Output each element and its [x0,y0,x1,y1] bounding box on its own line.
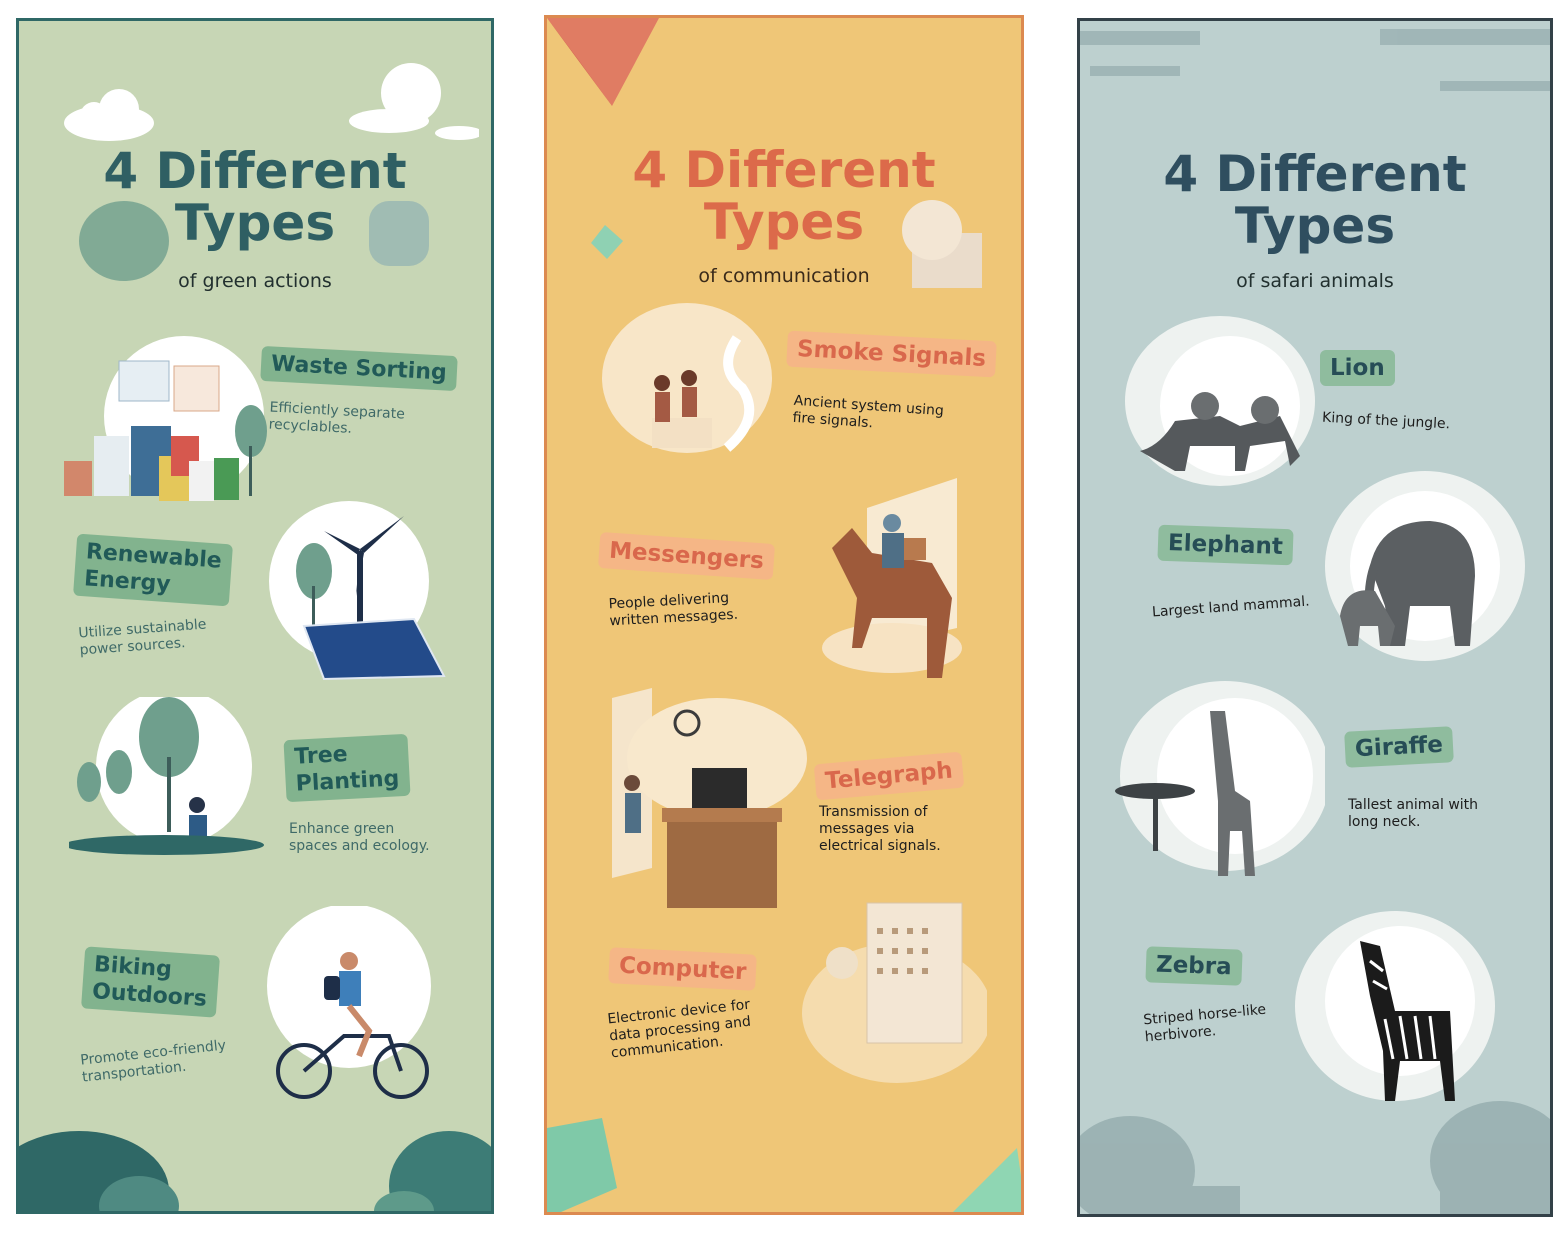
giraffe-illustration [1115,681,1325,876]
item-label-computer: Computer [608,947,758,991]
green-actions-infographic: 4 Different Types of green actions Waste… [16,18,494,1214]
item-desc-computer: Electronic device for data processing and… [606,996,752,1062]
wind-turbine-solar-icon [269,501,446,681]
brush-strokes-decoration [1080,29,1550,91]
item-desc-giraffe: Tallest animal with long neck. [1348,797,1479,830]
item-label-waste-sorting: Waste Sorting [260,345,458,392]
cyclist-icon [267,906,431,1099]
item-desc-renewable-energy: Utilize sustainable power sources. [77,616,207,659]
page-subtitle: of safari animals [1236,270,1394,292]
horse-messenger-illustration [822,478,962,678]
polygon-decoration-bottom [547,1118,1021,1212]
page-title: 4 Different Types [1163,145,1467,255]
zebra-illustration [1295,911,1495,1101]
item-label-biking-outdoors: Biking Outdoors [81,946,220,1018]
page-subtitle: of communication [698,265,870,287]
safari-animals-infographic: 4 Different Types of safari animals Lion… [1077,18,1553,1217]
page-title: 4 Different Types [632,141,936,251]
gem-decoration [591,225,623,259]
sphere-cube-decoration [902,200,982,288]
jungle-silhouette [1080,1101,1550,1214]
communication-infographic: 4 Different Types of communication Smoke… [544,15,1024,1215]
item-desc-telegraph: Transmission of messages via electrical si… [819,804,941,854]
recycling-bins-icon [64,336,267,501]
item-label-zebra: Zebra [1145,946,1243,986]
smoke-signals-illustration [602,303,772,453]
item-label-renewable-energy: Renewable Energy [73,533,233,607]
lion-illustration [1125,316,1315,486]
item-label-smoke-signals: Smoke Signals [786,330,997,378]
item-desc-biking-outdoors: Promote eco-friendly transportation. [79,1037,227,1086]
item-desc-waste-sorting: Efficiently separate recyclables. [268,399,406,437]
item-label-lion: Lion [1320,350,1395,386]
page-title: 4 Different Types [103,142,407,252]
computer-illustration [802,902,987,1083]
item-desc-elephant: Largest land mammal. [1151,593,1311,621]
tree-planting-icon [69,697,264,855]
item-label-tree-planting: Tree Planting [283,733,411,803]
item-label-messengers: Messengers [597,531,775,581]
item-desc-messengers: People delivering written messages. [608,590,739,630]
telegraph-operator-illustration [612,688,807,908]
foliage-decoration [19,1131,491,1211]
polygon-decoration [547,18,659,106]
item-label-giraffe: Giraffe [1344,726,1454,768]
elephant-illustration [1325,471,1525,661]
item-desc-lion: King of the jungle. [1321,409,1451,433]
item-desc-smoke-signals: Ancient system using fire signals. [792,392,945,432]
decorative-hills [79,201,429,281]
item-label-elephant: Elephant [1157,524,1294,566]
item-desc-tree-planting: Enhance green spaces and ecology. [289,821,430,854]
item-desc-zebra: Striped horse-like herbivore. [1142,1001,1267,1046]
item-label-telegraph: Telegraph [813,751,965,801]
clouds-illustration [64,63,479,141]
page-subtitle: of green actions [178,270,332,292]
